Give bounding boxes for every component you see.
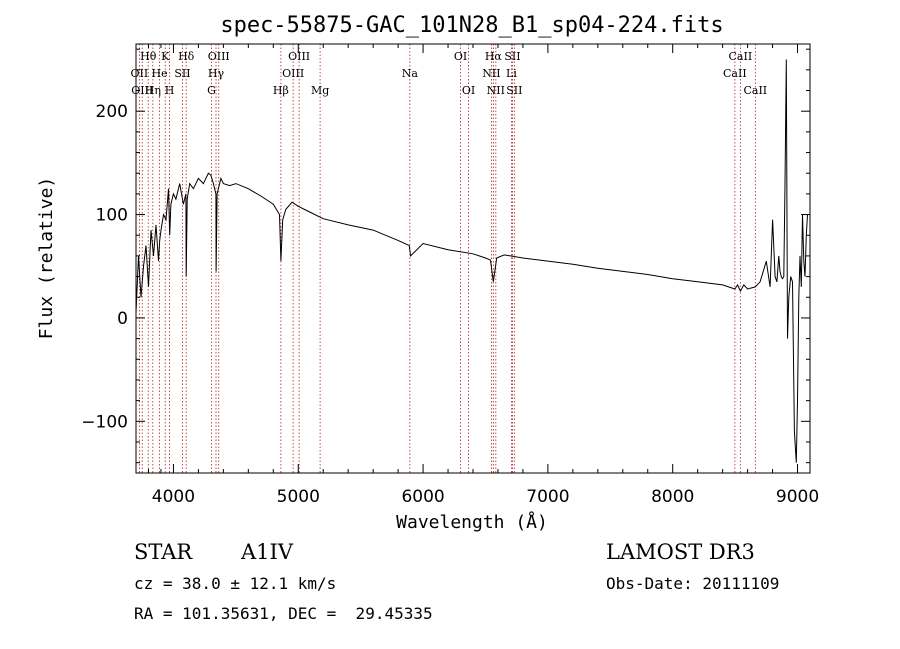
x-axis-label: Wavelength (Å) <box>396 511 548 533</box>
marker-label: Hθ <box>140 50 157 63</box>
marker-label: Hδ <box>178 50 195 63</box>
flux-series-line <box>135 59 808 463</box>
marker-label: Hα <box>485 50 503 63</box>
ra-dec-coordinates: RA = 101.35631, DEC = 29.45335 <box>134 604 433 623</box>
object-class: STAR <box>134 540 193 564</box>
chart-title: spec-55875-GAC_101N28_B1_sp04-224.fits <box>220 13 723 38</box>
marker-label: Hγ <box>208 67 225 80</box>
marker-label: OIII <box>282 67 304 80</box>
marker-label: OI <box>454 50 467 63</box>
survey-name: LAMOST DR3 <box>606 540 755 564</box>
marker-label: OIII <box>208 50 230 63</box>
y-axis-ticks: −100 0 100 200 <box>81 48 810 464</box>
marker-label: OIII <box>131 84 153 97</box>
marker-label: NII <box>482 67 500 80</box>
spectral-line-labels: Hθ OII OIII K He Hη Hδ SII H OIII Hγ G OIII OIII Hβ Mg N… <box>131 50 768 97</box>
y-tick-label: 200 <box>96 102 128 122</box>
marker-label: CaII <box>729 50 753 63</box>
marker-label: OIII <box>288 50 310 63</box>
x-axis-ticks: 4000 5000 6000 7000 8000 9000 <box>147 44 819 507</box>
marker-label: SII <box>504 50 520 63</box>
x-tick-label: 4000 <box>152 487 195 507</box>
x-tick-label: 7000 <box>526 487 569 507</box>
marker-label: Hη <box>145 84 161 97</box>
marker-label: SII <box>506 84 522 97</box>
y-tick-label: 100 <box>96 206 128 226</box>
y-axis-label: Flux (relative) <box>36 177 57 340</box>
y-tick-label: 0 <box>117 309 128 329</box>
marker-label: Li <box>506 67 517 80</box>
x-tick-label: 9000 <box>776 487 819 507</box>
x-tick-label: 8000 <box>651 487 694 507</box>
object-subclass: A1IV <box>241 540 293 564</box>
marker-label: OII <box>131 67 149 80</box>
marker-label: Hβ <box>273 84 289 97</box>
observation-date: Obs-Date: 20111109 <box>606 574 780 593</box>
marker-label: NII <box>487 84 505 97</box>
marker-label: OI <box>462 84 475 97</box>
marker-label: Na <box>402 67 419 80</box>
x-tick-label: 5000 <box>277 487 320 507</box>
marker-label: G <box>207 84 216 97</box>
marker-label: SII <box>174 67 190 80</box>
y-tick-label: −100 <box>81 412 128 432</box>
x-tick-label: 6000 <box>401 487 444 507</box>
marker-label: Mg <box>311 84 329 97</box>
spectral-line-markers <box>138 44 756 473</box>
redshift-cz: cz = 38.0 ± 12.1 km/s <box>134 574 337 593</box>
marker-label: He <box>152 67 168 80</box>
plot-frame <box>135 43 811 474</box>
marker-label: CaII <box>723 67 747 80</box>
marker-label: K <box>161 50 170 63</box>
marker-label: H <box>165 84 175 97</box>
marker-label: CaII <box>743 84 767 97</box>
